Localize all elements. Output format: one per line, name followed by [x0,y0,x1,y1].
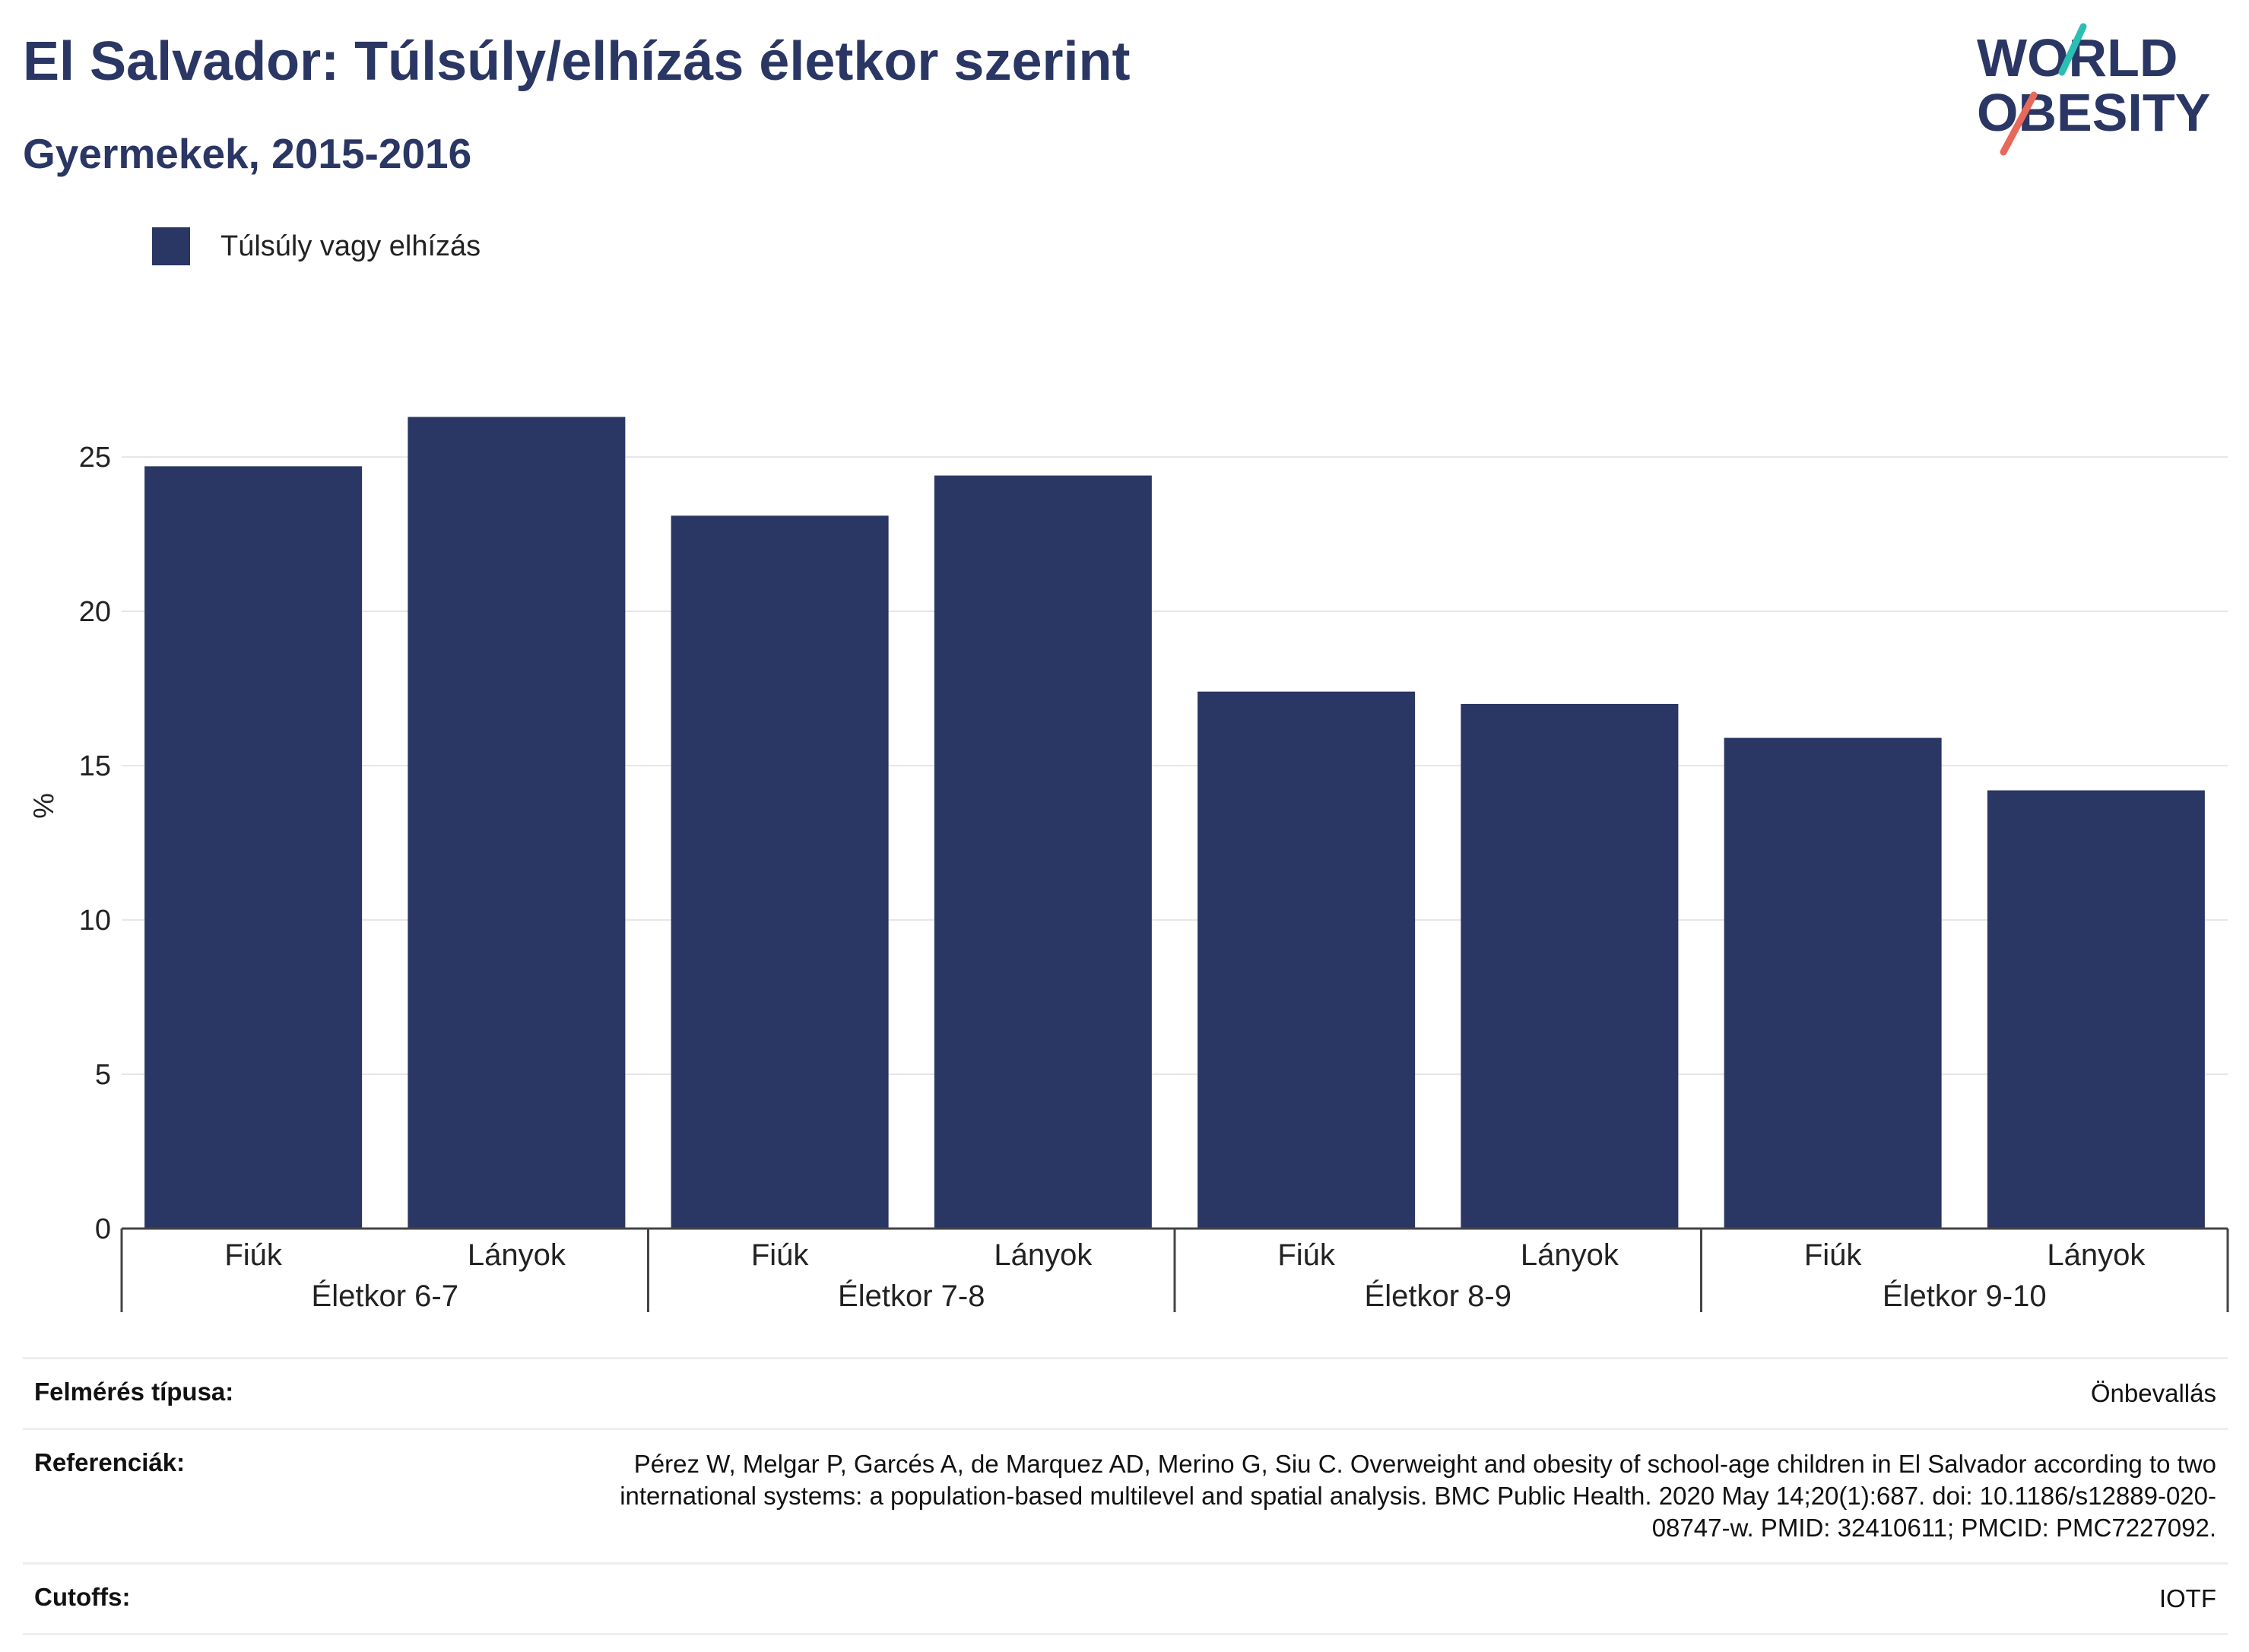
bar [408,417,626,1229]
x-category-label: Lányok [468,1238,566,1272]
x-category-label: Fiúk [1277,1238,1336,1272]
y-tick-label: 10 [79,905,111,937]
bar [1987,790,2205,1229]
y-tick-label: 25 [79,442,111,474]
chart-subtitle: Gyermekek, 2015-2016 [23,130,472,177]
info-row-references: Referenciák: Pérez W, Melgar P, Garcés A… [23,1428,2228,1562]
x-group-label: Életkor 7-8 [838,1279,985,1313]
x-category-label: Fiúk [224,1238,283,1272]
cutoffs-label: Cutoffs: [34,1583,131,1611]
logo-slash-teal [2058,23,2087,76]
info-table: Felmérés típusa: Önbevallás Referenciák:… [23,1357,2228,1635]
x-category-label: Lányok [1521,1238,1619,1272]
y-tick-label: 5 [95,1059,111,1091]
x-group-label: Életkor 9-10 [1883,1279,2047,1313]
legend-swatch [152,227,190,265]
y-tick-label: 0 [95,1213,111,1245]
bar [1724,737,1942,1229]
bars [144,417,2205,1229]
legend-label: Túlsúly vagy elhízás [220,230,481,262]
bar-chart: 0 5 10 15 20 25 Fiúk Lányok Életkor 6-7 Fiúk Lányo… [28,417,2229,1313]
legend[interactable]: Túlsúly vagy elhízás [152,227,481,266]
survey-type-value: Önbevallás [2090,1379,2216,1407]
y-tick-label: 20 [79,596,111,628]
cutoffs-value: IOTF [2159,1584,2216,1612]
y-axis-label: % [28,793,60,819]
info-row-survey: Felmérés típusa: Önbevallás [23,1357,2228,1428]
bar [1461,703,1679,1229]
x-category-label: Lányok [2047,1238,2146,1272]
chart-title: El Salvador: Túlsúly/elhízás életkor sze… [23,31,1131,92]
x-group-label: Életkor 6-7 [312,1279,458,1313]
logo-slash-coral [2000,91,2038,156]
bar [671,515,889,1229]
bar [934,475,1152,1229]
references-value: Pérez W, Melgar P, Garcés A, de Marquez … [620,1450,2216,1542]
y-tick-label: 15 [79,750,111,782]
info-row-cutoffs: Cutoffs: IOTF [23,1562,2228,1635]
axes: 0 5 10 15 20 25 Fiúk Lányok Életkor 6-7 Fiúk Lányo… [79,442,2229,1313]
x-category-label: Fiúk [751,1238,810,1272]
x-category-label: Lányok [994,1238,1093,1272]
bar [1197,691,1416,1229]
world-obesity-logo: WORLD OBESITY [1977,23,2210,156]
bar [144,466,363,1229]
x-group-label: Életkor 8-9 [1365,1279,1511,1313]
references-label: Referenciák: [34,1448,186,1476]
x-category-label: Fiúk [1804,1238,1863,1272]
survey-type-label: Felmérés típusa: [34,1378,234,1406]
